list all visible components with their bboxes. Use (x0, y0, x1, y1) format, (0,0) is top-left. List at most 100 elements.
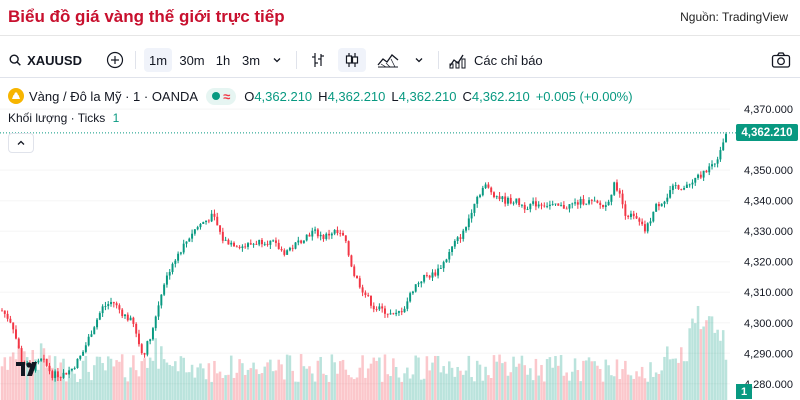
candle-body (62, 372, 65, 378)
volume-bar (199, 363, 202, 400)
volume-bar (202, 368, 205, 400)
collapse-legend-button[interactable] (8, 133, 34, 153)
volume-bar (90, 380, 93, 400)
candle-body (473, 203, 476, 213)
indicators-button[interactable]: Các chỉ báo (448, 48, 552, 72)
volume-bar (721, 330, 725, 400)
candle-body (3, 310, 6, 314)
volume-bar (291, 370, 294, 400)
candle-body (705, 170, 708, 173)
volume-bar (461, 374, 465, 400)
candle-body (249, 243, 252, 245)
candle-body (129, 317, 132, 321)
candle-body (322, 234, 325, 239)
volume-bar (526, 374, 529, 400)
chart-type-dropdown-button[interactable] (410, 48, 428, 72)
candle-body (143, 353, 146, 355)
interval-3m-button[interactable]: 3m (241, 52, 261, 68)
volume-bar (118, 361, 121, 400)
header-divider (0, 35, 800, 36)
candle-body (439, 268, 442, 269)
candle-body (719, 150, 722, 160)
volume-bar (123, 377, 127, 400)
volume-bar (126, 381, 130, 400)
volume-bar (598, 368, 602, 400)
candle-body (107, 304, 110, 307)
volume-bar (562, 375, 566, 400)
volume-bar (442, 366, 445, 400)
volume-bar (487, 375, 490, 400)
candle-body (372, 305, 375, 310)
candle-body (568, 204, 571, 209)
volume-bar (629, 375, 633, 400)
interval-1h-button[interactable]: 1h (215, 52, 231, 68)
volume-bar (638, 376, 641, 400)
candle-body (685, 184, 688, 188)
candle-body (14, 329, 17, 339)
candle-body (403, 308, 406, 313)
volume-bar (557, 365, 560, 400)
volume-bar (573, 358, 577, 400)
volume-bar (28, 366, 32, 400)
candle-body (669, 190, 672, 198)
volume-bar (204, 379, 208, 400)
volume-bar (42, 348, 46, 400)
candle-body (599, 202, 602, 205)
interval-1m-button[interactable]: 1m (144, 48, 172, 72)
snapshot-button[interactable] (768, 48, 794, 72)
volume-bar (151, 360, 155, 400)
candle-body (79, 355, 82, 359)
candle-body (84, 345, 87, 352)
volume-bar (232, 377, 236, 400)
volume-bar (394, 367, 398, 400)
interval-30m-button[interactable]: 30m (179, 52, 205, 68)
interval-dropdown-button[interactable] (268, 48, 286, 72)
candle-body (722, 142, 725, 151)
volume-bar (174, 361, 177, 400)
candle-body (602, 204, 604, 208)
volume-bar (657, 374, 661, 400)
volume-bar (37, 369, 40, 400)
candle-body (641, 221, 644, 225)
volume-bar (543, 381, 546, 400)
candle-body (174, 260, 177, 264)
candle-body (238, 246, 241, 249)
area-chart-type-button[interactable] (374, 48, 402, 72)
volume-bar (534, 358, 538, 400)
page-header: Biểu đồ giá vàng thế giới trực tiếp Nguồ… (0, 0, 800, 36)
last-volume-badge: 1 (736, 384, 752, 399)
candle-body (367, 295, 370, 296)
chevron-down-icon (415, 58, 423, 63)
volume-bar (397, 377, 401, 400)
candle-body (48, 365, 51, 372)
candle-body (635, 216, 638, 219)
tradingview-logo[interactable] (16, 362, 42, 380)
market-status-badge[interactable]: ≈ (206, 87, 237, 105)
volume-bar (249, 368, 253, 400)
candle-body (543, 205, 546, 207)
page-title: Biểu đồ giá vàng thế giới trực tiếp (8, 7, 285, 26)
price-axis[interactable]: 4,370.000 4,350.000 4,340.000 4,330.000 4,32… (744, 104, 793, 391)
candle-body (683, 187, 686, 190)
volume-bar (386, 374, 390, 400)
volume-bar (355, 377, 359, 400)
volume-bar (70, 368, 74, 400)
volume-bar (570, 371, 574, 400)
volume-bar (51, 367, 54, 400)
price-chart[interactable]: 4,370.000 4,350.000 4,340.000 4,330.000 4,32… (0, 96, 800, 400)
volume-bar (702, 326, 705, 400)
candle-body (504, 196, 507, 204)
volume-bar (263, 366, 267, 400)
candle-body (216, 216, 219, 226)
symbol-search-button[interactable]: XAUUSD (8, 48, 82, 72)
candles-chart-type-button[interactable] (338, 48, 366, 72)
candle-body (579, 199, 582, 205)
volume-bar (559, 355, 563, 400)
compare-symbol-button[interactable] (103, 48, 127, 72)
candle-body (42, 358, 45, 360)
candle-body (255, 243, 258, 245)
volume-bars (0, 305, 728, 400)
bar-chart-type-button[interactable] (306, 48, 330, 72)
candle-body (383, 308, 386, 314)
instrument-name: Vàng / Đô la Mỹ · 1 · OANDA (29, 88, 199, 104)
